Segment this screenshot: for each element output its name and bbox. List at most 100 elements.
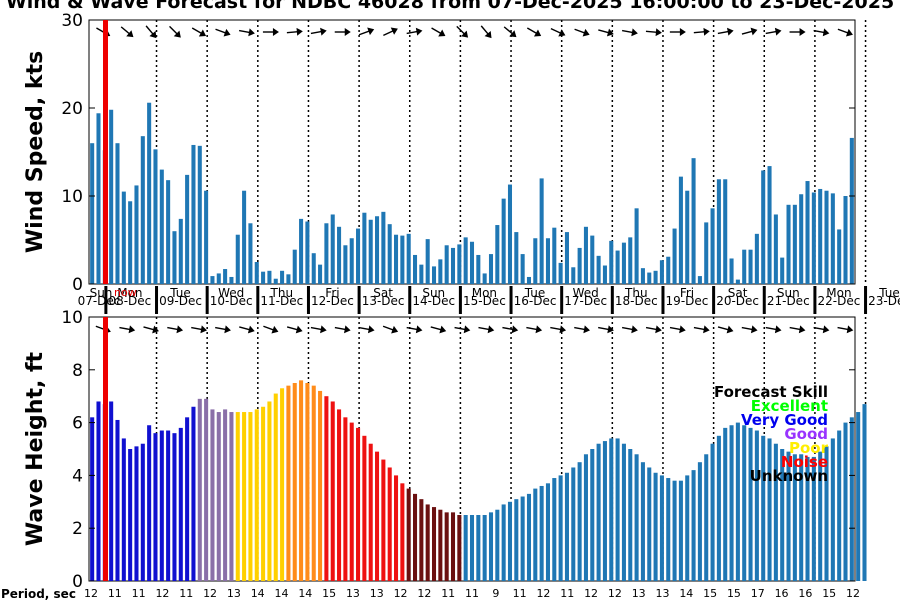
wind-bar: [830, 193, 835, 284]
date-label: 12-Dec: [311, 294, 354, 308]
day-separator-tick: [610, 286, 614, 314]
direction-arrow-icon: [310, 27, 327, 36]
period-value: 15: [822, 587, 836, 600]
wave-bar: [583, 454, 588, 581]
wind-bar: [153, 149, 158, 284]
wind-bar: [96, 113, 101, 284]
wind-bar: [545, 238, 550, 284]
date-label: 09-Dec: [159, 294, 202, 308]
wind-bar: [178, 218, 183, 284]
day-labels: Sun07-DecMon08-DecTue09-DecWed10-DecThu1…: [78, 286, 900, 314]
wave-bar: [210, 409, 215, 581]
wind-bar: [185, 174, 190, 284]
legend-item-unknown: Unknown: [750, 467, 828, 485]
wind-bar: [514, 232, 519, 284]
date-label: 08-Dec: [108, 294, 151, 308]
wind-bar: [476, 254, 481, 284]
period-value: 14: [679, 587, 693, 600]
wind-bar: [507, 184, 513, 284]
day-separator-tick: [458, 286, 462, 314]
wind-bar: [134, 185, 139, 284]
wave-bar: [261, 406, 266, 581]
wind-bar: [501, 198, 506, 284]
wave-y-axis-label: Wave Height, ft: [23, 351, 48, 546]
direction-arrow-icon: [334, 325, 351, 334]
wave-bar: [602, 441, 607, 581]
direction-arrow-icon: [550, 325, 567, 334]
day-name-label: Wed: [218, 286, 244, 300]
direction-arrow-icon: [741, 27, 758, 36]
direction-arrow-icon: [693, 27, 710, 36]
wave-bar: [564, 472, 569, 581]
wave-bar: [229, 412, 234, 581]
wave-bar: [856, 412, 861, 581]
wave-bar: [615, 438, 620, 581]
wave-bar: [121, 438, 126, 581]
wave-bar: [204, 398, 209, 581]
wave-bar: [172, 433, 177, 581]
wind-bar: [558, 262, 563, 284]
wave-bar: [697, 462, 702, 581]
day-separator-tick: [509, 286, 513, 314]
wave-bars: [90, 380, 867, 581]
wind-bar: [811, 192, 816, 284]
wind-bar: [571, 267, 576, 284]
day-name-label: Sat: [373, 286, 393, 300]
wind-bar: [761, 170, 766, 284]
wind-bar: [818, 188, 823, 284]
wave-bar: [647, 467, 652, 581]
wind-bar: [672, 228, 677, 284]
wind-bar: [147, 102, 152, 284]
wind-bar: [729, 258, 734, 284]
wind-bar: [710, 208, 715, 284]
wave-bar: [621, 443, 626, 581]
direction-arrow-icon: [837, 325, 854, 334]
period-value: 15: [322, 587, 336, 600]
wind-bar: [799, 194, 804, 284]
wind-bar: [792, 204, 797, 284]
direction-arrow-icon: [813, 28, 830, 37]
day-name-label: Tue: [524, 286, 546, 300]
wind-bar: [697, 276, 702, 284]
wave-bar: [545, 483, 550, 581]
wind-bar: [539, 178, 544, 284]
direction-arrow-icon: [765, 27, 782, 36]
wave-bar: [128, 449, 133, 581]
wave-bar: [318, 390, 323, 581]
wind-bar: [615, 250, 620, 284]
wave-bar: [723, 427, 728, 581]
wind-bars: [90, 102, 854, 284]
wave-bar: [343, 417, 348, 581]
wind-plot-frame: [88, 19, 856, 285]
wind-speed-panel: 0 10 20 30 Wind Speed, kts: [23, 11, 867, 295]
wind-bar: [305, 221, 310, 284]
wave-bar: [166, 430, 171, 581]
wave-bar: [109, 401, 114, 581]
wind-bar: [210, 276, 215, 284]
direction-arrow-icon: [621, 325, 638, 334]
wind-bar: [495, 225, 500, 284]
wind-bar: [324, 223, 329, 284]
wind-bar: [609, 240, 614, 284]
wave-y-tick-label: 6: [72, 414, 83, 434]
direction-arrow-icon: [454, 325, 471, 334]
wave-bar: [653, 472, 658, 581]
direction-arrow-icon: [286, 27, 303, 36]
legend-item-noise: Noise: [781, 453, 828, 471]
wave-bar: [824, 446, 829, 581]
direction-arrow-icon: [286, 325, 303, 334]
wind-bar: [463, 237, 468, 284]
period-axis-label: Period, sec: [1, 587, 76, 600]
date-label: 11-Dec: [260, 294, 303, 308]
wave-bar: [773, 443, 778, 581]
day-separator-tick: [306, 286, 310, 314]
wind-y-tick-label: 20: [61, 99, 83, 119]
direction-arrow-icon: [813, 325, 830, 334]
wind-y-tick-label: 10: [61, 187, 83, 207]
wave-bar: [767, 438, 772, 581]
wind-y-tick-label: 30: [61, 11, 83, 31]
wind-bar: [337, 226, 342, 284]
wave-bar: [400, 483, 405, 581]
wind-bar: [109, 109, 114, 284]
